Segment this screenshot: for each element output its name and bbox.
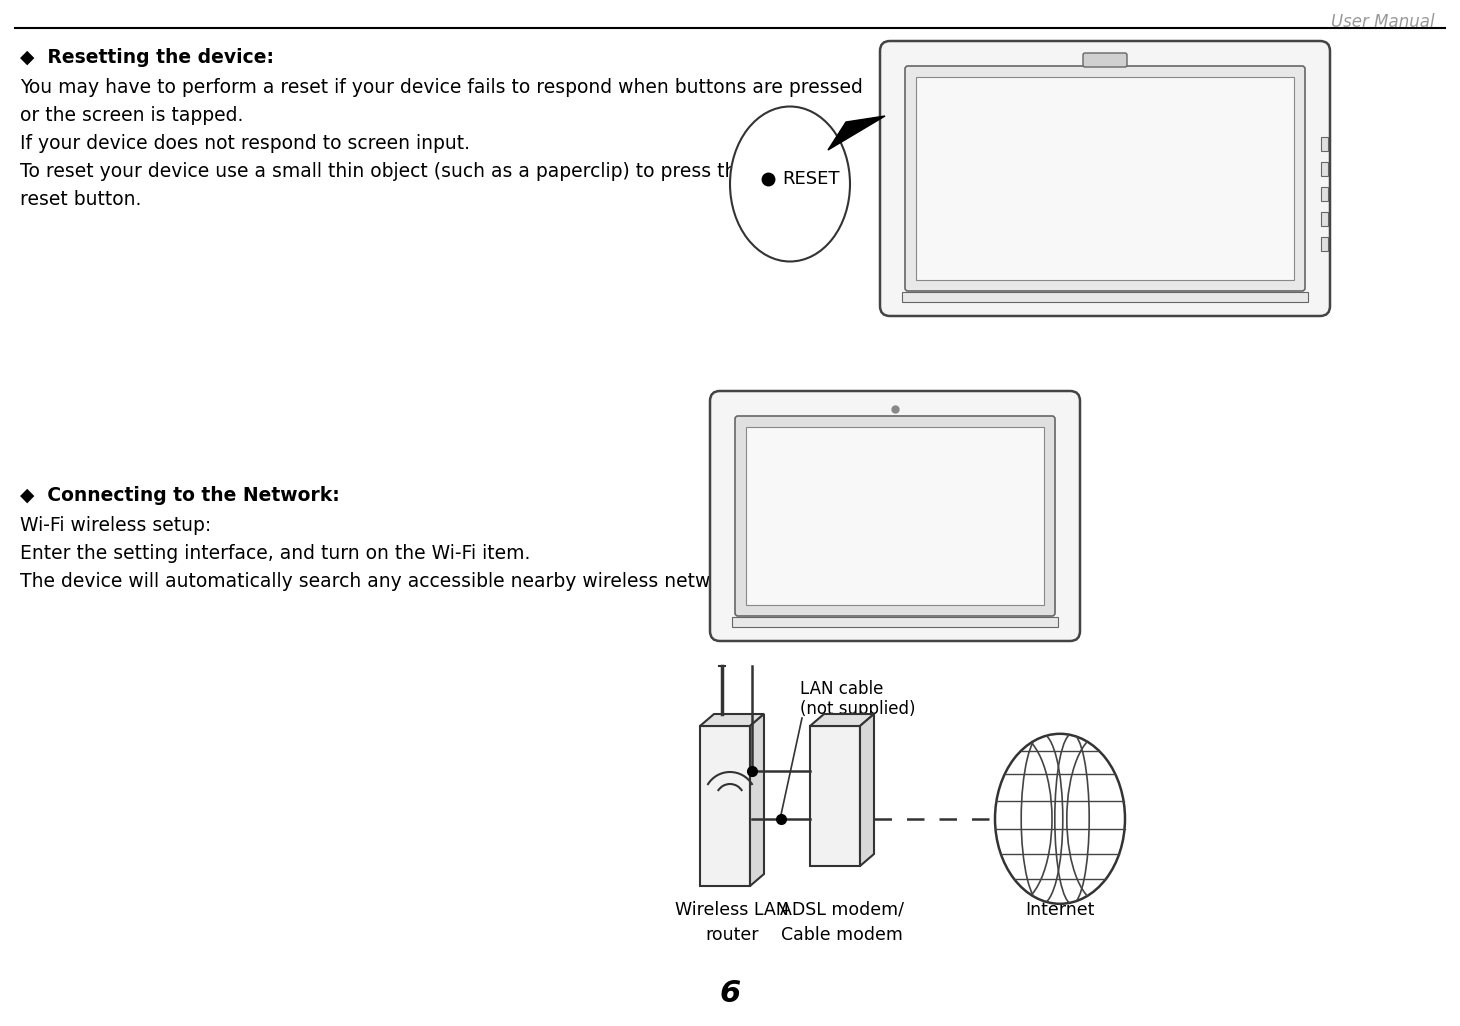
Bar bbox=[1321, 162, 1329, 176]
Text: To reset your device use a small thin object (such as a paperclip) to press the : To reset your device use a small thin ob… bbox=[20, 162, 838, 181]
Text: User Manual: User Manual bbox=[1332, 13, 1435, 31]
Bar bbox=[731, 617, 1058, 627]
Text: RESET: RESET bbox=[783, 170, 840, 188]
Polygon shape bbox=[828, 116, 885, 150]
Polygon shape bbox=[699, 726, 750, 886]
FancyBboxPatch shape bbox=[905, 66, 1305, 291]
Bar bbox=[1321, 212, 1329, 226]
Bar bbox=[1321, 137, 1329, 151]
Text: 6: 6 bbox=[720, 979, 740, 1008]
Text: Internet: Internet bbox=[1025, 901, 1095, 919]
Text: or the screen is tapped.: or the screen is tapped. bbox=[20, 106, 244, 125]
FancyBboxPatch shape bbox=[710, 391, 1080, 641]
Text: You may have to perform a reset if your device fails to respond when buttons are: You may have to perform a reset if your … bbox=[20, 78, 863, 97]
Text: Wi-Fi wireless setup:: Wi-Fi wireless setup: bbox=[20, 516, 212, 535]
Text: reset button.: reset button. bbox=[20, 190, 142, 209]
Bar bbox=[902, 292, 1308, 302]
Text: The device will automatically search any accessible nearby wireless networks.: The device will automatically search any… bbox=[20, 573, 756, 591]
Text: If your device does not respond to screen input.: If your device does not respond to scree… bbox=[20, 134, 470, 153]
Ellipse shape bbox=[996, 734, 1126, 904]
Text: ADSL modem/
Cable modem: ADSL modem/ Cable modem bbox=[780, 901, 904, 944]
Text: LAN cable: LAN cable bbox=[800, 680, 883, 698]
Polygon shape bbox=[810, 714, 875, 726]
Text: (not supplied): (not supplied) bbox=[800, 700, 915, 718]
Ellipse shape bbox=[730, 107, 850, 262]
Polygon shape bbox=[810, 726, 860, 866]
Text: ◆  Connecting to the Network:: ◆ Connecting to the Network: bbox=[20, 486, 340, 505]
Bar bbox=[746, 427, 1044, 605]
Polygon shape bbox=[750, 714, 764, 886]
Text: Enter the setting interface, and turn on the Wi-Fi item.: Enter the setting interface, and turn on… bbox=[20, 544, 530, 563]
FancyBboxPatch shape bbox=[880, 41, 1330, 316]
FancyBboxPatch shape bbox=[1083, 53, 1127, 67]
Polygon shape bbox=[860, 714, 875, 866]
Bar bbox=[1321, 237, 1329, 251]
Bar bbox=[915, 77, 1294, 280]
Bar bbox=[1321, 187, 1329, 201]
Text: ◆  Resetting the device:: ◆ Resetting the device: bbox=[20, 48, 274, 67]
FancyBboxPatch shape bbox=[734, 416, 1056, 616]
Polygon shape bbox=[699, 714, 764, 726]
Text: Wireless LAN
router: Wireless LAN router bbox=[675, 901, 788, 944]
